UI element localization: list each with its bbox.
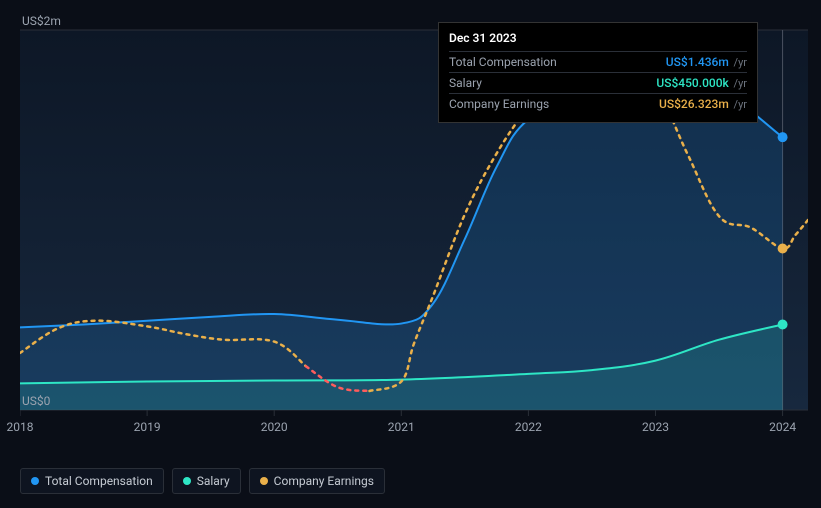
tooltip-row-unit: /yr	[731, 56, 747, 69]
x-tick-label: 2022	[515, 420, 542, 434]
x-tick-label: 2023	[642, 420, 669, 434]
tooltip-row-value: US$26.323m	[659, 97, 729, 111]
tooltip-row-value: US$450.000k	[656, 76, 728, 90]
legend-dot-icon	[31, 477, 39, 485]
salary-end-marker	[778, 320, 788, 330]
legend-item[interactable]: Company Earnings	[249, 468, 385, 494]
tooltip-row: Company Earnings US$26.323m /yr	[449, 93, 747, 114]
tooltip-row-label: Salary	[449, 76, 482, 90]
legend-dot-icon	[183, 477, 191, 485]
legend-label: Salary	[197, 474, 230, 488]
tooltip-row: Salary US$450.000k /yr	[449, 72, 747, 93]
tooltip-row: Total Compensation US$1.436m /yr	[449, 51, 747, 72]
tooltip-date: Dec 31 2023	[449, 31, 747, 45]
tooltip-row-unit: /yr	[731, 98, 747, 111]
tooltip-row-label: Total Compensation	[449, 55, 557, 69]
legend-label: Total Compensation	[45, 474, 153, 488]
legend-item[interactable]: Total Compensation	[20, 468, 164, 494]
tooltip-row-unit: /yr	[731, 77, 747, 90]
chart-tooltip: Dec 31 2023 Total Compensation US$1.436m …	[438, 22, 758, 123]
tooltip-row-label: Company Earnings	[449, 97, 549, 111]
legend: Total Compensation Salary Company Earnings	[20, 468, 385, 494]
total-comp-end-marker	[778, 132, 788, 142]
legend-item[interactable]: Salary	[172, 468, 241, 494]
x-tick-label: 2020	[261, 420, 288, 434]
x-tick-label: 2019	[134, 420, 161, 434]
earnings-end-marker	[778, 244, 788, 254]
x-tick-label: 2021	[388, 420, 415, 434]
x-tick-label: 2024	[769, 420, 796, 434]
legend-dot-icon	[260, 477, 268, 485]
y-tick-label: US$2m	[22, 14, 61, 28]
x-tick-label: 2018	[7, 420, 34, 434]
tooltip-row-value: US$1.436m	[666, 55, 729, 69]
compensation-chart: US$0 US$2m 2018 2019 2020 2021 2022 2023 2024 D…	[0, 0, 821, 508]
y-tick-label: US$0	[22, 394, 50, 408]
legend-label: Company Earnings	[274, 474, 374, 488]
